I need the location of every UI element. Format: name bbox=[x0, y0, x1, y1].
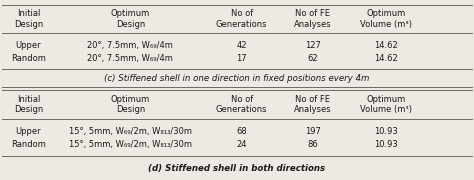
Text: 20°, 7.5mm, W₆₉/4m: 20°, 7.5mm, W₆₉/4m bbox=[87, 41, 173, 50]
Text: No of FE
Analyses: No of FE Analyses bbox=[294, 95, 332, 114]
Text: Optimum
Design: Optimum Design bbox=[111, 9, 150, 29]
Text: No of
Generations: No of Generations bbox=[216, 95, 267, 114]
Text: 14.62: 14.62 bbox=[374, 41, 398, 50]
Text: Upper: Upper bbox=[16, 127, 41, 136]
Text: 15°, 5mm, W₆₉/2m, W₈₁₃/30m: 15°, 5mm, W₆₉/2m, W₈₁₃/30m bbox=[69, 127, 192, 136]
Text: 10.93: 10.93 bbox=[374, 127, 398, 136]
Text: 68: 68 bbox=[237, 127, 247, 136]
Text: 197: 197 bbox=[305, 127, 321, 136]
Text: Optimum
Design: Optimum Design bbox=[111, 95, 150, 114]
Text: (c) Stiffened shell in one direction in fixed positions every 4m: (c) Stiffened shell in one direction in … bbox=[104, 74, 370, 83]
Text: 20°, 7.5mm, W₆₉/4m: 20°, 7.5mm, W₆₉/4m bbox=[87, 54, 173, 63]
Text: 42: 42 bbox=[237, 41, 247, 50]
Text: 14.62: 14.62 bbox=[374, 54, 398, 63]
Text: 15°, 5mm, W₆₉/2m, W₈₁₃/30m: 15°, 5mm, W₆₉/2m, W₈₁₃/30m bbox=[69, 140, 192, 149]
Text: (d) Stiffened shell in both directions: (d) Stiffened shell in both directions bbox=[148, 164, 326, 173]
Text: Initial
Design: Initial Design bbox=[14, 95, 43, 114]
Text: No of FE
Analyses: No of FE Analyses bbox=[294, 9, 332, 29]
Text: Upper: Upper bbox=[16, 41, 41, 50]
Text: Initial
Design: Initial Design bbox=[14, 9, 43, 29]
Text: Random: Random bbox=[11, 140, 46, 149]
Text: Optimum
Volume (m³): Optimum Volume (m³) bbox=[360, 9, 412, 29]
Text: Optimum
Volume (m³): Optimum Volume (m³) bbox=[360, 95, 412, 114]
Text: Random: Random bbox=[11, 54, 46, 63]
Text: 86: 86 bbox=[308, 140, 318, 149]
Text: 17: 17 bbox=[237, 54, 247, 63]
Text: 24: 24 bbox=[237, 140, 247, 149]
Text: 10.93: 10.93 bbox=[374, 140, 398, 149]
Text: 127: 127 bbox=[305, 41, 321, 50]
Text: 62: 62 bbox=[308, 54, 318, 63]
Text: No of
Generations: No of Generations bbox=[216, 9, 267, 29]
